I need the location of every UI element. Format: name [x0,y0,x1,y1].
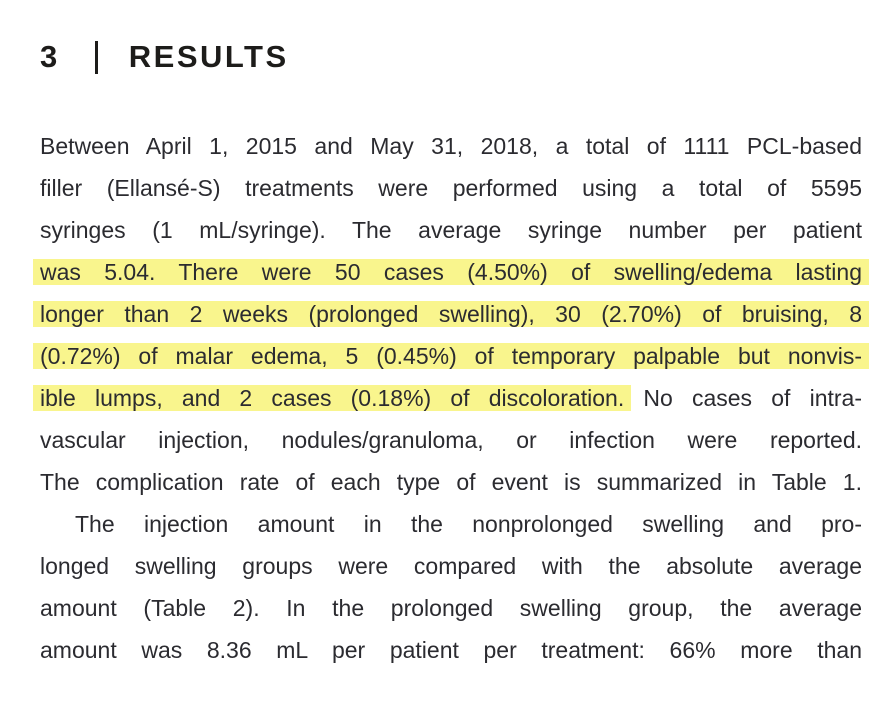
text-line: vascular injection, nodules/granuloma, o… [40,419,862,461]
text-segment: Between April 1, 2015 and May 31, 2018, … [40,133,862,159]
text-segment: filler (Ellansé-S) treatments were perfo… [40,175,862,201]
text-line: (0.72%) of malar edema, 5 (0.45%) of tem… [33,335,869,377]
highlighted-text-segment: (0.72%) of malar edema, 5 (0.45%) of tem… [33,343,869,369]
highlighted-text-segment: longer than 2 weeks (prolonged swelling)… [33,301,869,327]
text-line: longer than 2 weeks (prolonged swelling)… [33,293,869,335]
section-heading: 3 RESULTS [40,36,885,78]
text-line: The complication rate of each type of ev… [40,461,862,503]
text-segment: longed swelling groups were compared wit… [40,553,862,579]
text-line: ible lumps, and 2 cases (0.18%) of disco… [33,377,862,419]
text-segment: amount (Table 2). In the prolonged swell… [40,595,862,621]
text-line: syringes (1 mL/syringe). The average syr… [40,209,862,251]
text-line: The injection amount in the nonprolonged… [40,503,862,545]
text-segment: The complication rate of each type of ev… [40,469,862,495]
text-line: filler (Ellansé-S) treatments were perfo… [40,167,862,209]
section-title: RESULTS [128,39,289,74]
highlighted-text-segment: ible lumps, and 2 cases (0.18%) of disco… [33,385,632,411]
text-segment: syringes (1 mL/syringe). The average syr… [40,217,862,243]
highlighted-text-segment: was 5.04. There were 50 cases (4.50%) of… [33,259,869,285]
text-segment: No cases of intra- [624,385,862,411]
text-line: was 5.04. There were 50 cases (4.50%) of… [33,251,869,293]
body-text-block: Between April 1, 2015 and May 31, 2018, … [33,125,869,671]
text-line: longed swelling groups were compared wit… [40,545,862,587]
heading-divider-bar [95,40,98,74]
text-segment: The injection amount in the nonprolonged… [75,511,862,537]
text-line: amount was 8.36 mL per patient per treat… [40,629,862,671]
text-line: amount (Table 2). In the prolonged swell… [40,587,862,629]
text-line: Between April 1, 2015 and May 31, 2018, … [40,125,862,167]
text-segment: amount was 8.36 mL per patient per treat… [40,637,862,663]
section-number: 3 [40,39,58,74]
text-segment: vascular injection, nodules/granuloma, o… [40,427,862,453]
